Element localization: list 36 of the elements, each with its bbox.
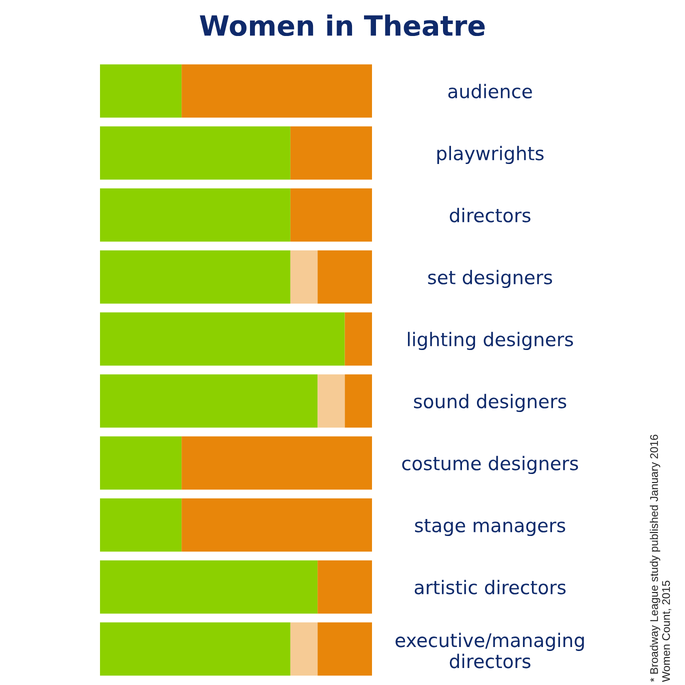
bar	[100, 374, 318, 428]
y-tick-label: playwrights	[437, 146, 544, 164]
y-tick-label: set designers	[428, 270, 552, 288]
bar	[182, 436, 372, 490]
text: Women Count, 2015	[662, 580, 672, 682]
text: * Broadway League study published January 2016	[650, 434, 660, 682]
y-tick-label: costume designers	[402, 456, 578, 474]
bar	[318, 560, 372, 614]
bar	[182, 64, 372, 118]
bar	[290, 126, 372, 180]
bar	[100, 312, 345, 366]
bar	[182, 498, 372, 552]
y-tick-label: directors	[450, 208, 530, 222]
bar	[290, 250, 318, 304]
bar	[290, 622, 318, 676]
bar	[100, 560, 318, 614]
bar	[318, 622, 372, 676]
y-tick-label: sound designers	[414, 394, 566, 412]
y-tick-label: artistic directors	[414, 580, 566, 594]
bar	[100, 436, 182, 490]
bar	[344, 374, 372, 428]
bar	[100, 126, 290, 180]
bar	[100, 498, 182, 552]
y-tick-label: lighting designers	[408, 332, 574, 350]
bar	[290, 188, 372, 242]
bar	[100, 188, 290, 242]
bar	[318, 374, 345, 428]
bar	[344, 312, 372, 366]
y-tick-label: executive/managing directors	[396, 632, 584, 668]
bar	[318, 250, 372, 304]
y-tick-label: audience	[448, 84, 532, 98]
bar	[100, 622, 290, 676]
chart-title: Women in Theatre	[200, 14, 485, 36]
bar	[100, 250, 290, 304]
bar	[100, 64, 182, 118]
y-tick-label: stage managers	[415, 518, 566, 536]
